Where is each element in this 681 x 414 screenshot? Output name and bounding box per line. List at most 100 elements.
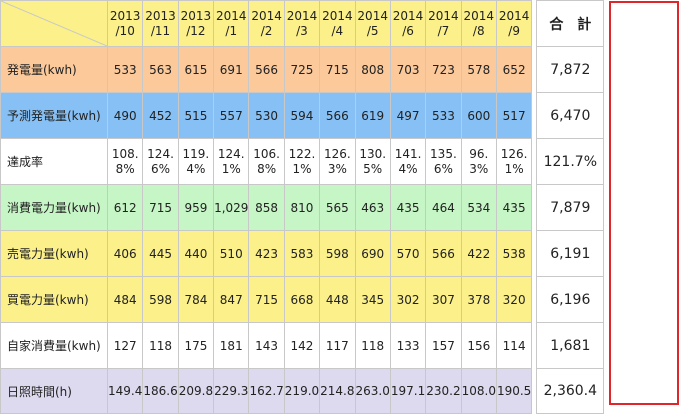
value-cell-part: 119. xyxy=(182,146,210,161)
month-header-year: 2014 xyxy=(215,8,247,23)
header-row: 2013/10 2013/11 2013/12 2014/1 2014/2 2014/3 2… xyxy=(0,0,605,47)
solar-data-table: 2013/10 2013/11 2013/12 2014/1 2014/2 2014/3 2… xyxy=(0,0,605,414)
row-label: 買電力量(kwh) xyxy=(0,276,108,323)
value-cell: 127 xyxy=(106,322,144,369)
value-cell: 149.4 xyxy=(106,368,144,414)
row-label: 消費電力量(kwh) xyxy=(0,184,108,231)
value-cell: 600 xyxy=(460,92,497,139)
value-cell-part: 126. xyxy=(323,146,351,161)
value-cell: 108.0 xyxy=(460,368,497,414)
row-label: 売電力量(kwh) xyxy=(0,230,108,277)
month-header-month: /8 xyxy=(472,23,485,38)
value-cell: 578 xyxy=(460,46,497,93)
value-cell-part: 8% xyxy=(115,161,135,176)
value-cell: 126. 1% xyxy=(495,138,533,185)
month-header: 2013/11 xyxy=(142,0,179,47)
value-cell: 452 xyxy=(142,92,179,139)
total-cell: 6,196 xyxy=(536,276,605,323)
value-cell: 345 xyxy=(354,276,391,323)
month-header-month: /10 xyxy=(115,23,135,38)
value-cell: 214.8 xyxy=(319,368,356,414)
row-label: 自家消費量(kwh) xyxy=(0,322,108,369)
value-cell: 570 xyxy=(389,230,427,277)
value-cell: 124. 1% xyxy=(213,138,250,185)
value-cell-part: 4% xyxy=(398,161,418,176)
value-cell: 320 xyxy=(495,276,533,323)
value-cell: 135. 6% xyxy=(425,138,462,185)
value-cell: 583 xyxy=(283,230,321,277)
month-header-year: 2013 xyxy=(109,8,141,23)
total-cell: 7,879 xyxy=(536,184,605,231)
month-header: 2014/5 xyxy=(354,0,391,47)
value-cell-part: 122. xyxy=(288,146,316,161)
value-cell-part: 141. xyxy=(394,146,422,161)
value-cell: 141. 4% xyxy=(389,138,427,185)
value-cell: 464 xyxy=(425,184,462,231)
total-cell: 6,470 xyxy=(536,92,605,139)
month-header-year: 2014 xyxy=(286,8,318,23)
value-cell: 563 xyxy=(142,46,179,93)
value-cell: 157 xyxy=(425,322,462,369)
total-cell: 1,681 xyxy=(536,322,605,369)
value-cell: 108. 8% xyxy=(106,138,144,185)
value-cell: 106. 8% xyxy=(248,138,285,185)
value-cell: 566 xyxy=(425,230,462,277)
month-header: 2014/2 xyxy=(248,0,285,47)
value-cell-part: 3% xyxy=(327,161,347,176)
diagonal-line xyxy=(1,1,107,46)
value-cell: 533 xyxy=(106,46,144,93)
table-row: 達成率 108. 8% 124. 6% 119. 4% 124. 1% 106. 8% 122. 1% 1… xyxy=(0,138,605,185)
month-header: 2014/4 xyxy=(319,0,356,47)
value-cell-part: 126. xyxy=(500,146,528,161)
value-cell: 186.6 xyxy=(142,368,179,414)
total-cell: 6,191 xyxy=(536,230,605,277)
value-cell: 534 xyxy=(460,184,497,231)
value-cell: 230.2 xyxy=(425,368,462,414)
value-cell: 197.1 xyxy=(389,368,427,414)
value-cell: 445 xyxy=(142,230,179,277)
value-cell-part: 5% xyxy=(363,161,383,176)
month-header-month: /12 xyxy=(186,23,206,38)
value-cell-part: 6% xyxy=(151,161,171,176)
month-header-month: /2 xyxy=(260,23,273,38)
total-cell: 2,360.4 xyxy=(536,368,605,414)
value-cell: 126. 3% xyxy=(319,138,356,185)
value-cell: 435 xyxy=(389,184,427,231)
value-cell-part: 6% xyxy=(433,161,453,176)
value-cell: 598 xyxy=(319,230,356,277)
value-cell: 124. 6% xyxy=(142,138,179,185)
value-cell-part: 8% xyxy=(257,161,277,176)
value-cell-part: 1% xyxy=(292,161,312,176)
month-header: 2014/8 xyxy=(460,0,497,47)
value-cell: 510 xyxy=(213,230,250,277)
value-cell-part: 124. xyxy=(217,146,245,161)
value-cell: 691 xyxy=(213,46,250,93)
value-cell: 133 xyxy=(389,322,427,369)
value-cell: 517 xyxy=(495,92,533,139)
value-cell: 615 xyxy=(177,46,215,93)
value-cell: 533 xyxy=(425,92,462,139)
value-cell: 810 xyxy=(283,184,321,231)
value-cell: 378 xyxy=(460,276,497,323)
total-cell: 121.7% xyxy=(536,138,605,185)
month-header: 2013/12 xyxy=(177,0,215,47)
value-cell: 598 xyxy=(142,276,179,323)
value-cell: 219.0 xyxy=(283,368,321,414)
value-cell: 406 xyxy=(106,230,144,277)
value-cell: 302 xyxy=(389,276,427,323)
value-cell: 530 xyxy=(248,92,285,139)
value-cell: 723 xyxy=(425,46,462,93)
value-cell: 515 xyxy=(177,92,215,139)
table-row: 自家消費量(kwh) 127 118 175 181 143 142 117 118 133 157… xyxy=(0,322,605,369)
total-column-highlight xyxy=(609,1,679,405)
value-cell: 594 xyxy=(283,92,321,139)
value-cell: 959 xyxy=(177,184,215,231)
month-header-year: 2014 xyxy=(428,8,459,23)
month-header: 2014/9 xyxy=(495,0,533,47)
value-cell: 143 xyxy=(248,322,285,369)
value-cell: 448 xyxy=(319,276,356,323)
month-header-month: /5 xyxy=(366,23,379,38)
value-cell: 715 xyxy=(248,276,285,323)
total-cell: 7,872 xyxy=(536,46,605,93)
table-row: 消費電力量(kwh) 612 715 959 1,029 858 810 565 463 435 4… xyxy=(0,184,605,231)
